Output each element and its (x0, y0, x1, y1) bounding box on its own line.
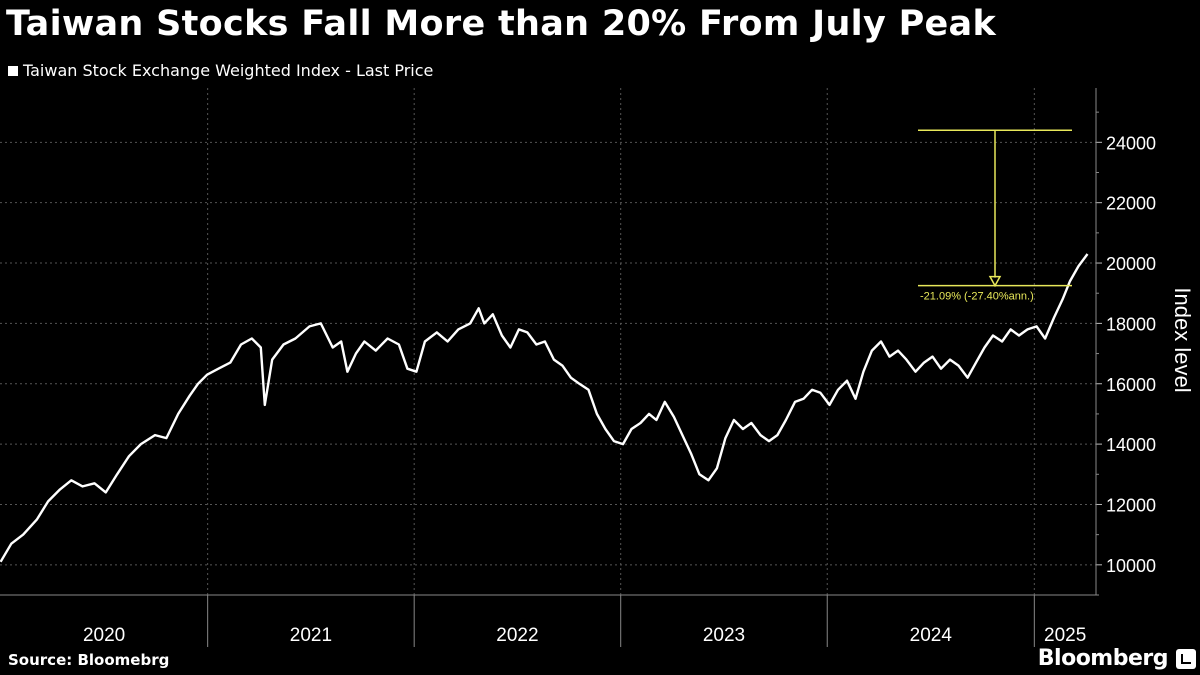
y-tick-label: 24000 (1106, 133, 1156, 153)
x-tick-label: 2024 (910, 625, 953, 646)
brand-logo: Bloomberg (1037, 646, 1169, 671)
x-tick-label: 2023 (703, 625, 745, 646)
y-tick-label: 10000 (1106, 556, 1156, 576)
x-tick-label: 2021 (290, 625, 332, 646)
chart-title: Taiwan Stocks Fall More than 20% From Ju… (6, 4, 997, 44)
y-tick-label: 18000 (1106, 314, 1156, 334)
source-note: Source: Bloomebrg (8, 651, 170, 669)
y-tick-label: 16000 (1106, 375, 1156, 395)
x-tick-label: 2025 (1044, 625, 1086, 646)
y-tick-label: 20000 (1106, 254, 1156, 274)
legend-swatch (8, 65, 18, 76)
x-tick-label: 2020 (83, 625, 125, 646)
series-line (0, 253, 1089, 563)
chart-icon (1176, 649, 1196, 669)
annotation-label: -21.09% (-27.40%ann.) (920, 291, 1034, 303)
x-tick-label: 2022 (496, 625, 538, 646)
y-axis-title: Index level (1170, 287, 1195, 392)
legend: Taiwan Stock Exchange Weighted Index - L… (8, 61, 433, 80)
y-tick-label: 22000 (1106, 194, 1156, 214)
y-tick-label: 12000 (1106, 495, 1156, 515)
y-tick-label: 14000 (1106, 435, 1156, 455)
legend-label: Taiwan Stock Exchange Weighted Index - L… (23, 61, 434, 80)
annotation-arrow-head (988, 275, 1002, 288)
